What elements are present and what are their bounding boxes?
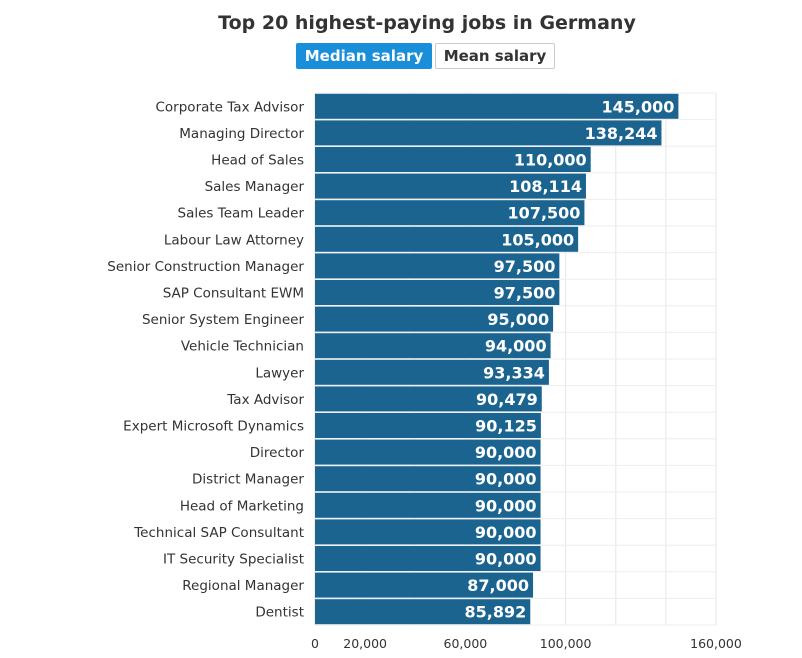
category-label: Managing Director (179, 126, 304, 142)
bar-value-label: 90,125 (475, 417, 537, 436)
category-label: Sales Team Leader (178, 206, 305, 222)
bar-value-label: 90,000 (475, 496, 537, 515)
category-label: Expert Microsoft Dynamics (123, 419, 304, 435)
mean-salary-button[interactable]: Mean salary (435, 43, 555, 69)
bar-value-label: 90,000 (475, 550, 537, 569)
bar-value-label: 94,000 (485, 337, 547, 356)
bar[interactable] (315, 200, 585, 226)
bar[interactable] (315, 306, 554, 332)
category-label: IT Security Specialist (163, 552, 304, 568)
chart-title: Top 20 highest-paying jobs in Germany (218, 12, 636, 34)
bar-value-label: 90,479 (476, 390, 538, 409)
bar-value-label: 85,892 (465, 603, 527, 622)
bar[interactable] (315, 280, 560, 305)
bar[interactable] (315, 519, 541, 545)
category-label: Dentist (255, 605, 304, 621)
bar[interactable] (315, 253, 560, 279)
bar-value-label: 95,000 (487, 310, 549, 329)
category-label: Director (250, 445, 305, 461)
x-tick-label: 20,000 (343, 636, 387, 651)
bar-value-label: 108,114 (509, 177, 582, 196)
bar-value-label: 93,334 (483, 363, 545, 382)
bar-value-label: 90,000 (475, 443, 537, 462)
category-label: Vehicle Technician (181, 339, 304, 355)
bar-value-label: 110,000 (514, 151, 587, 170)
bar[interactable] (315, 333, 551, 359)
category-label: Senior Construction Manager (107, 259, 304, 275)
category-label: Regional Manager (182, 578, 304, 594)
bar-value-label: 90,000 (475, 470, 537, 489)
category-label: Tax Advisor (226, 392, 304, 408)
bar[interactable] (315, 120, 662, 146)
bar[interactable] (315, 147, 591, 172)
category-label: SAP Consultant EWM (163, 286, 304, 302)
bar-value-label: 105,000 (501, 230, 574, 249)
x-tick-label: 0 (311, 636, 319, 651)
category-label: Sales Manager (205, 179, 305, 195)
bar[interactable] (315, 413, 541, 438)
category-label: District Manager (192, 472, 304, 488)
bar-value-label: 87,000 (467, 576, 529, 595)
category-label: Lawyer (255, 365, 304, 381)
bar[interactable] (315, 466, 541, 492)
bar-value-label: 90,000 (475, 523, 537, 542)
bar[interactable] (315, 226, 579, 252)
bar[interactable] (315, 93, 679, 119)
bar[interactable] (315, 572, 534, 598)
bar-value-label: 97,500 (494, 284, 556, 303)
category-label: Technical SAP Consultant (133, 525, 304, 541)
bar-value-label: 138,244 (585, 124, 658, 143)
bar[interactable] (315, 599, 531, 625)
category-label: Head of Sales (211, 153, 304, 169)
median-salary-button[interactable]: Median salary (296, 43, 432, 69)
category-label: Corporate Tax Advisor (156, 99, 305, 115)
bar[interactable] (315, 386, 542, 412)
bar[interactable] (315, 359, 549, 385)
category-label: Labour Law Attorney (164, 232, 304, 248)
bar[interactable] (315, 546, 541, 571)
x-tick-label: 160,000 (690, 636, 742, 651)
category-label: Head of Marketing (180, 498, 304, 514)
category-label: Senior System Engineer (142, 312, 304, 328)
bar[interactable] (315, 173, 586, 199)
bar-value-label: 97,500 (494, 257, 556, 276)
bar[interactable] (315, 492, 541, 518)
x-tick-label: 60,000 (444, 636, 488, 651)
x-tick-label: 100,000 (540, 636, 592, 651)
bar-value-label: 145,000 (602, 97, 675, 116)
bar-value-label: 107,500 (508, 204, 581, 223)
bar[interactable] (315, 439, 541, 465)
